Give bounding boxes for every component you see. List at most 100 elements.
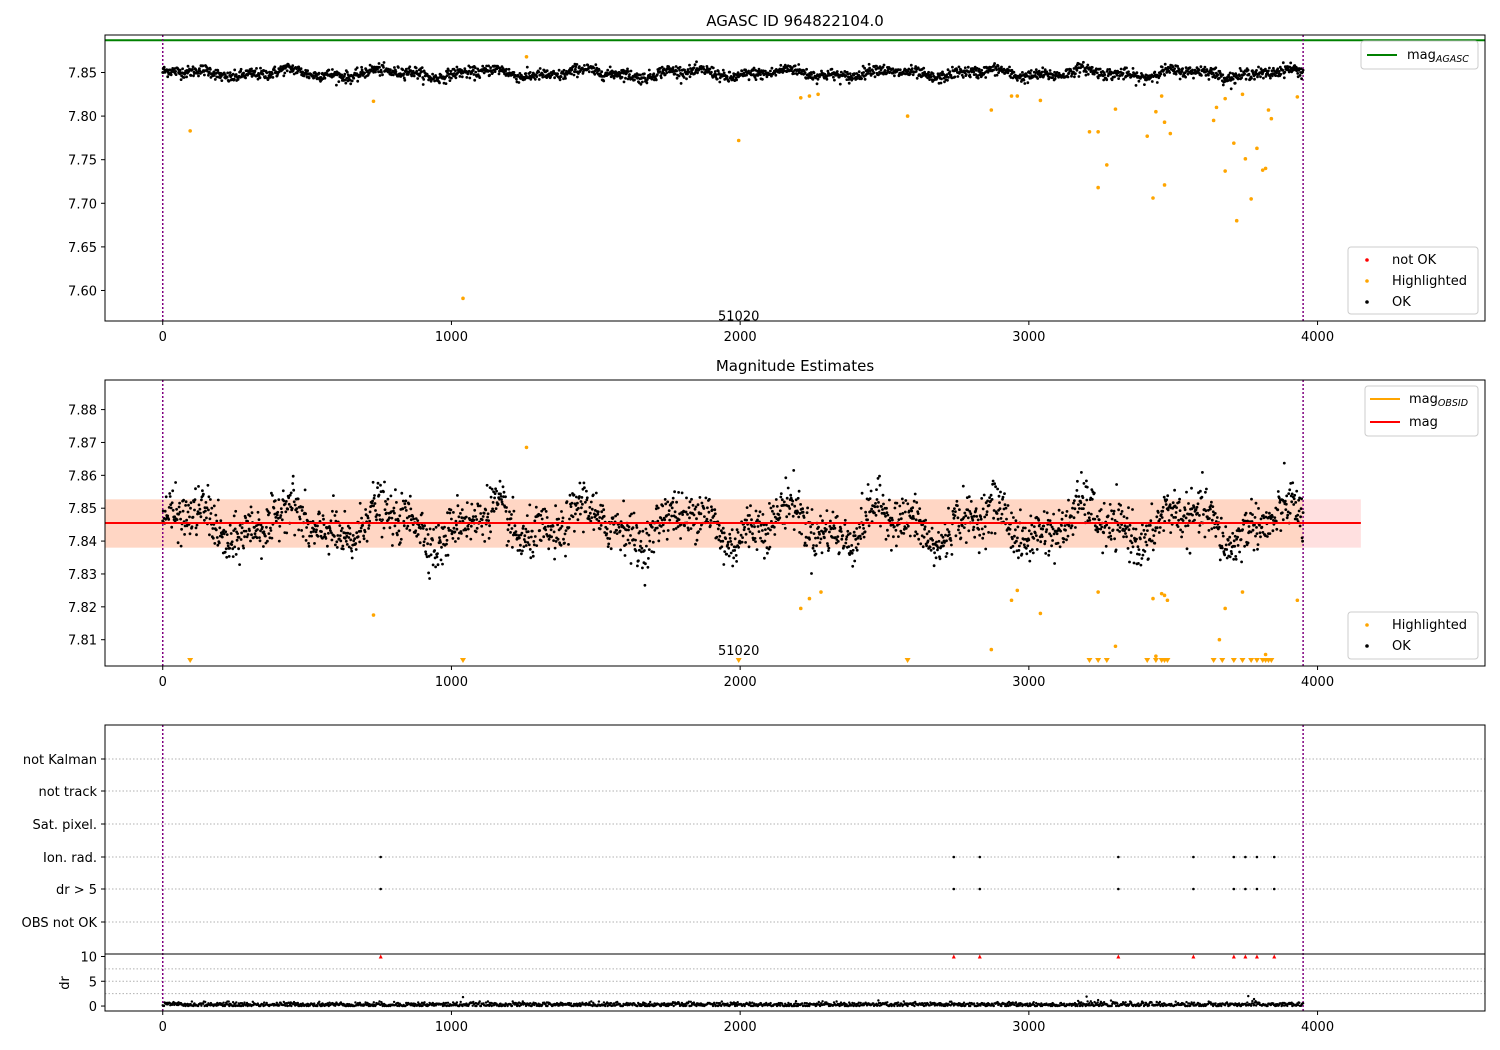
agasc-ok-point xyxy=(825,77,829,81)
agasc-ok-point xyxy=(1250,76,1253,80)
magnitude-ok-point xyxy=(204,501,208,504)
magnitude-ok-point xyxy=(780,498,784,502)
magnitude-ok-point xyxy=(450,517,453,521)
magnitude-ok-point xyxy=(1096,530,1100,534)
magnitude-y-tick-label: 7.88 xyxy=(68,404,97,419)
magnitude-ok-point xyxy=(916,512,920,515)
magnitude-ok-point xyxy=(453,530,457,534)
magnitude-ok-point xyxy=(745,518,748,522)
magnitude-ok-point xyxy=(243,535,247,539)
agasc-ok-point xyxy=(1227,73,1231,77)
magnitude-ok-point xyxy=(349,547,353,550)
agasc-highlighted-point xyxy=(816,92,820,97)
magnitude-ok-point xyxy=(702,507,706,510)
magnitude-ok-point xyxy=(226,541,230,545)
agasc-ok-point xyxy=(528,71,532,74)
dr-ok-point xyxy=(162,1004,166,1008)
magnitude-ok-point xyxy=(1209,507,1212,511)
magnitude-ok-point xyxy=(376,481,380,485)
agasc-ok-point xyxy=(922,66,926,70)
magnitude-ok-point xyxy=(1203,535,1207,539)
magnitude-ok-point xyxy=(1268,532,1272,535)
agasc-ok-point xyxy=(1117,77,1120,80)
magnitude-ok-point xyxy=(168,492,172,495)
magnitude-ok-point xyxy=(707,510,711,514)
agasc-ok-point xyxy=(929,73,932,77)
agasc-ok-point xyxy=(1229,87,1233,91)
agasc-ok-point xyxy=(307,76,311,80)
magnitude-ok-point xyxy=(1128,560,1131,564)
magnitude-ok-point xyxy=(262,545,265,548)
magnitude-ok-point xyxy=(946,528,949,531)
magnitude-ok-point xyxy=(207,495,211,499)
agasc-ok-point xyxy=(1214,66,1218,70)
magnitude-ok-point xyxy=(1144,533,1147,536)
agasc-ok-point xyxy=(562,68,566,72)
magnitude-ok-point xyxy=(656,506,660,510)
magnitude-ok-point xyxy=(264,534,267,538)
agasc-highlighted-point xyxy=(798,95,803,100)
agasc-ok-point xyxy=(1095,67,1099,71)
agasc-highlighted-point xyxy=(1240,92,1245,97)
magnitude-ok-point xyxy=(761,513,765,516)
magnitude-ok-point xyxy=(1073,507,1077,511)
magnitude-ok-point xyxy=(999,490,1002,494)
magnitude-ok-point xyxy=(310,534,313,538)
magnitude-ok-point xyxy=(1241,528,1244,531)
agasc-ok-point xyxy=(360,65,363,69)
magnitude-ok-point xyxy=(577,506,580,510)
magnitude-ok-point xyxy=(825,509,829,512)
magnitude-ok-point xyxy=(1065,510,1069,513)
magnitude-ok-point xyxy=(1260,525,1264,529)
magnitude-ok-point xyxy=(819,537,823,541)
agasc-ok-point xyxy=(493,70,497,73)
magnitude-ok-point xyxy=(313,542,316,545)
agasc-ok-point xyxy=(1053,70,1056,74)
magnitude-ok-point xyxy=(488,524,491,528)
magnitude-ok-point xyxy=(796,496,800,500)
magnitude-ok-point xyxy=(332,494,335,497)
magnitude-ok-point xyxy=(539,513,543,517)
magnitude-ok-point xyxy=(806,506,809,510)
agasc-ok-point xyxy=(1113,75,1116,79)
agasc-ok-point xyxy=(757,67,761,71)
magnitude-ok-point xyxy=(1251,528,1255,532)
agasc-ok-point xyxy=(360,68,364,72)
agasc-ok-point xyxy=(862,71,865,74)
agasc-highlighted-point xyxy=(1232,141,1236,145)
magnitude-ok-point xyxy=(778,509,782,513)
magnitude-ok-point xyxy=(499,492,502,496)
agasc-ok-point xyxy=(378,74,382,77)
agasc-ok-point xyxy=(968,75,972,79)
agasc-ok-point xyxy=(1255,69,1258,72)
magnitude-ok-point xyxy=(628,541,631,545)
magnitude-ok-point xyxy=(455,523,458,527)
magnitude-ok-point xyxy=(512,509,516,513)
agasc-ok-point xyxy=(1066,75,1070,79)
magnitude-ok-point xyxy=(977,551,981,555)
magnitude-ok-point xyxy=(652,550,656,554)
agasc-ok-point xyxy=(1160,65,1164,69)
agasc-ok-point xyxy=(201,64,205,68)
agasc-ok-point xyxy=(1200,74,1203,77)
agasc-ok-point xyxy=(722,71,726,75)
agasc-ok-point xyxy=(1106,68,1110,71)
magnitude-ok-point xyxy=(287,502,291,506)
magnitude-ok-point xyxy=(585,496,589,500)
magnitude-ok-point xyxy=(1127,506,1130,510)
magnitude-ok-point xyxy=(344,539,348,543)
agasc-ok-point xyxy=(695,60,698,64)
magnitude-ok-point xyxy=(565,500,569,503)
agasc-ok-point xyxy=(1096,76,1100,80)
agasc-ok-point xyxy=(687,70,691,74)
agasc-ok-point xyxy=(909,63,913,67)
agasc-ok-point xyxy=(572,65,575,68)
magnitude-ok-point xyxy=(1226,538,1230,542)
agasc-ok-point xyxy=(1131,67,1135,70)
magnitude-ok-point xyxy=(510,527,514,530)
magnitude-ok-point xyxy=(634,549,638,553)
magnitude-ok-point xyxy=(486,512,490,516)
agasc-ok-point xyxy=(654,78,658,82)
agasc-ok-point xyxy=(401,68,405,72)
magnitude-ok-point xyxy=(253,532,257,536)
